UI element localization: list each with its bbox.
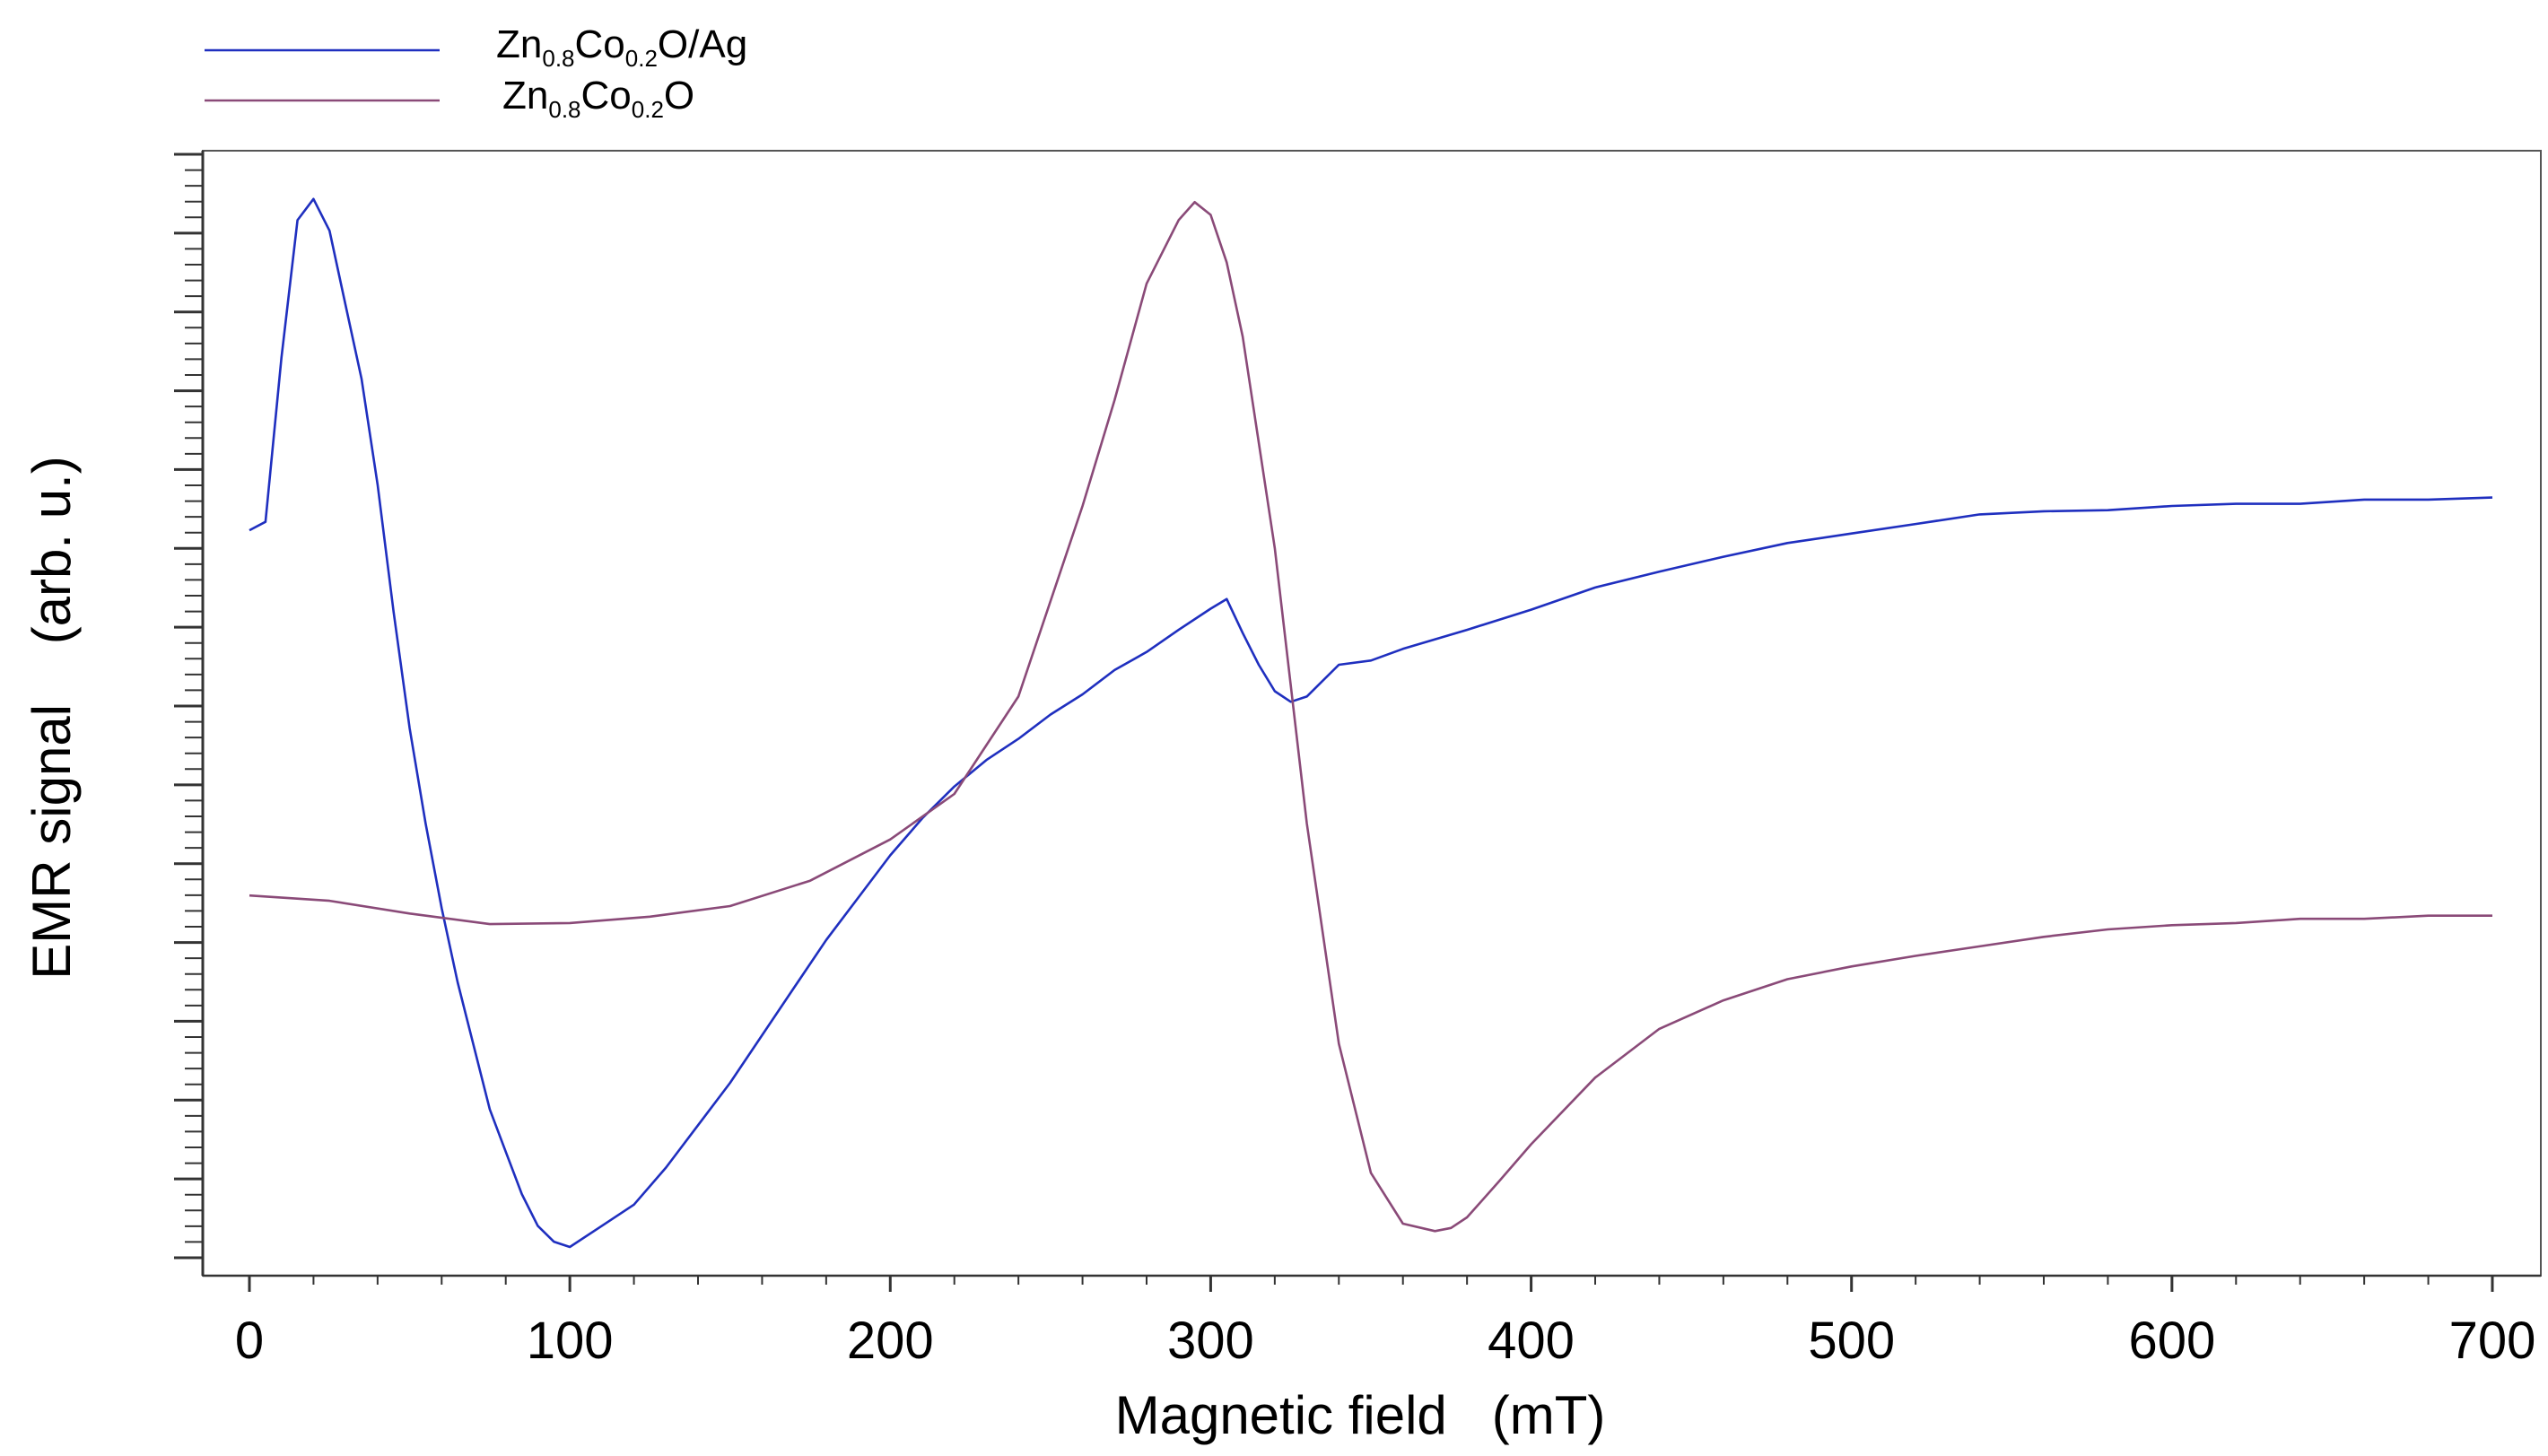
- x-tick-label: 100: [527, 1312, 614, 1370]
- y-axis-ticks: [174, 153, 203, 1260]
- x-tick-label: 500: [1808, 1312, 1895, 1370]
- legend-label-0: Zn0.8Co0.2O/Ag: [496, 22, 747, 72]
- x-tick-label: 200: [847, 1312, 934, 1370]
- x-axis-ticks: [248, 1276, 2494, 1292]
- x-tick-label: 700: [2449, 1312, 2536, 1370]
- series-layer: [249, 197, 2493, 1249]
- x-tick-label: 600: [2128, 1312, 2215, 1370]
- series-line-1: [249, 201, 2492, 1233]
- x-tick-label: 400: [1488, 1312, 1575, 1370]
- series-line-0: [249, 197, 2493, 1249]
- x-tick-label: 0: [235, 1312, 264, 1370]
- y-axis-title: EMR signal (arb. u.): [22, 456, 82, 980]
- plot-frame: [202, 150, 2542, 1277]
- x-axis-title: Magnetic field (mT): [1115, 1385, 1606, 1445]
- legend-label-1: Zn0.8Co0.2O: [502, 74, 694, 123]
- x-axis-tick-labels: 0 100 200 300 400 500 600 700: [235, 1312, 2536, 1370]
- x-tick-label: 300: [1167, 1312, 1254, 1370]
- legend: Zn0.8Co0.2O/Ag Zn0.8Co0.2O: [205, 22, 747, 123]
